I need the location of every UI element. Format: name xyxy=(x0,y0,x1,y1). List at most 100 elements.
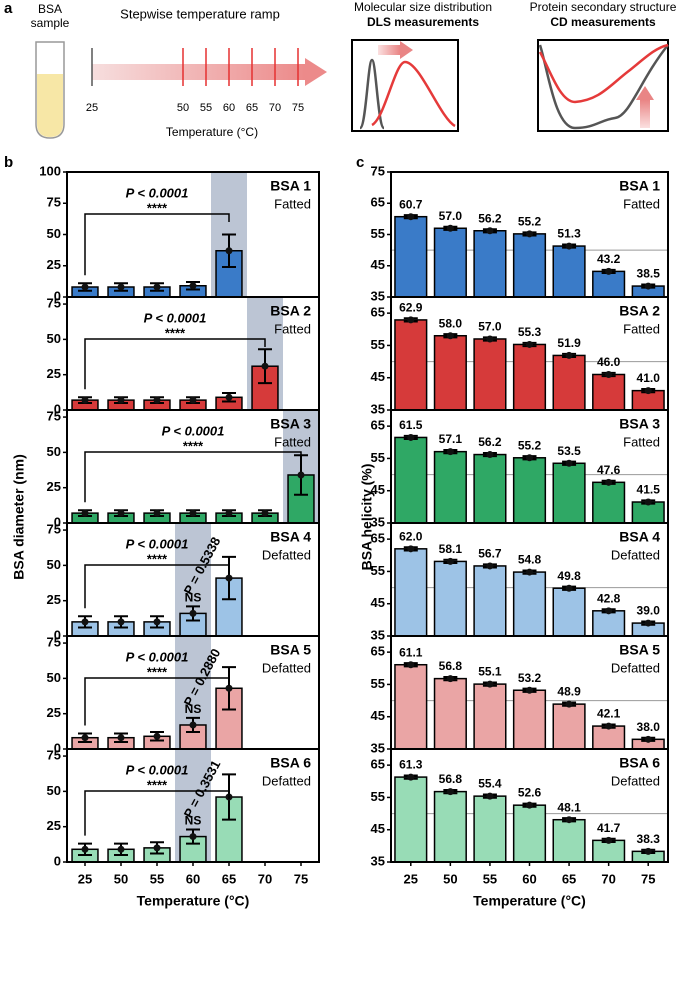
y-tick-label: 50 xyxy=(47,331,61,346)
y-tick-label: 45 xyxy=(371,482,385,497)
significance-stars: **** xyxy=(147,664,168,679)
sample-label: sample xyxy=(31,16,70,30)
y-tick-label: 35 xyxy=(371,288,385,303)
value-label: 60.7 xyxy=(399,197,423,211)
mean-dot xyxy=(153,732,161,740)
y-tick-label: 75 xyxy=(47,195,61,210)
x-tick-label: 60 xyxy=(186,871,200,886)
value-label: 53.5 xyxy=(557,444,581,458)
y-tick-label: 50 xyxy=(47,557,61,572)
cd-curve xyxy=(538,44,669,130)
p-value: P < 0.0001 xyxy=(144,310,207,325)
y-tick-label: 45 xyxy=(371,821,385,836)
mean-dot xyxy=(189,509,197,517)
subplot-title: BSA 3 xyxy=(270,416,311,432)
x-tick-label: 50 xyxy=(443,871,457,886)
ramp-tick-label: 55 xyxy=(200,102,212,114)
mean-dot xyxy=(526,454,533,462)
significance-stars: **** xyxy=(147,777,168,792)
bar xyxy=(433,560,467,637)
subplot-frame xyxy=(66,748,320,863)
significance-bracket xyxy=(84,338,266,390)
significance-bracket xyxy=(84,213,230,276)
subplot-subtitle: Fatted xyxy=(623,434,660,449)
x-tick-label: 55 xyxy=(483,871,497,886)
value-label: 51.3 xyxy=(557,227,581,241)
subplot-title: BSA 1 xyxy=(619,178,660,194)
ns-label: NS xyxy=(185,702,202,716)
y-tick-label: 35 xyxy=(371,740,385,755)
mean-dot xyxy=(153,283,161,291)
ns-label: NS xyxy=(185,814,202,828)
mean-dot xyxy=(225,393,233,401)
value-label: 41.5 xyxy=(637,483,661,497)
x-tick-label: 70 xyxy=(258,871,272,886)
mean-dot xyxy=(486,680,494,688)
mean-dot xyxy=(526,686,533,694)
dls-arrowhead xyxy=(400,41,413,59)
x-tick-label: 65 xyxy=(562,871,576,886)
mean-dot xyxy=(261,509,269,517)
y-tick-label: 25 xyxy=(47,705,61,720)
subplot-title: BSA 3 xyxy=(619,416,660,432)
bar xyxy=(512,689,547,750)
bar xyxy=(552,818,586,863)
mean-dot xyxy=(153,844,161,852)
bar xyxy=(512,804,547,863)
subplot-subtitle: Fatted xyxy=(274,434,311,449)
mean-dot xyxy=(446,675,454,683)
significance-bracket xyxy=(84,790,230,836)
dls-arrow xyxy=(378,45,400,55)
y-tick-label: 55 xyxy=(371,450,385,465)
y-tick-label: 55 xyxy=(371,676,385,691)
subplot-title: BSA 5 xyxy=(270,642,311,658)
x-axis-title: Temperature (°C) xyxy=(137,893,250,909)
mean-dot xyxy=(81,845,89,853)
cd-curve xyxy=(538,43,669,104)
value-label: 41.7 xyxy=(597,821,621,835)
y-tick-label: 25 xyxy=(47,479,61,494)
value-label: 56.8 xyxy=(439,772,463,786)
bar xyxy=(433,334,467,411)
mean-dot xyxy=(486,227,494,235)
mean-dot xyxy=(81,618,89,626)
value-label: 42.8 xyxy=(597,591,621,605)
value-label: 56.7 xyxy=(478,546,502,560)
ns-label: NS xyxy=(185,591,202,605)
bar xyxy=(473,453,507,524)
ramp-tick-label: 65 xyxy=(246,102,258,114)
y-tick-label: 55 xyxy=(371,226,385,241)
dls-title: Molecular size distribution xyxy=(354,0,492,14)
value-label: 62.0 xyxy=(399,529,423,543)
subplot-subtitle: Defatted xyxy=(611,547,660,562)
mean-dot xyxy=(225,509,233,517)
y-tick-label: 50 xyxy=(47,670,61,685)
subplot-subtitle: Defatted xyxy=(262,773,311,788)
bar xyxy=(394,776,428,863)
y-tick-label: 75 xyxy=(47,296,61,311)
y-tick-label: 35 xyxy=(371,627,385,642)
value-label: 43.2 xyxy=(597,252,621,266)
mean-dot xyxy=(407,773,415,781)
value-label: 55.3 xyxy=(518,325,542,339)
x-tick-label: 75 xyxy=(641,871,655,886)
value-label: 48.1 xyxy=(557,800,581,814)
value-label: 55.2 xyxy=(518,438,542,452)
value-label: 55.2 xyxy=(518,214,542,228)
mean-dot xyxy=(446,224,454,232)
x-axis-title: Temperature (°C) xyxy=(473,893,586,909)
subplot-subtitle: Fatted xyxy=(274,196,311,211)
bar xyxy=(552,587,586,637)
mean-dot xyxy=(189,282,197,290)
bar xyxy=(433,790,467,863)
y-tick-label: 35 xyxy=(371,853,385,868)
value-label: 56.8 xyxy=(439,659,463,673)
cd-subtitle: CD measurements xyxy=(550,15,656,29)
y-tick-label: 75 xyxy=(47,409,61,424)
tube-liquid xyxy=(37,74,63,137)
y-axis-title: BSA helicity (%) xyxy=(359,464,375,571)
cd-arrow xyxy=(640,100,650,128)
subplot-subtitle: Defatted xyxy=(611,773,660,788)
y-tick-label: 55 xyxy=(371,563,385,578)
mean-dot xyxy=(526,568,533,576)
